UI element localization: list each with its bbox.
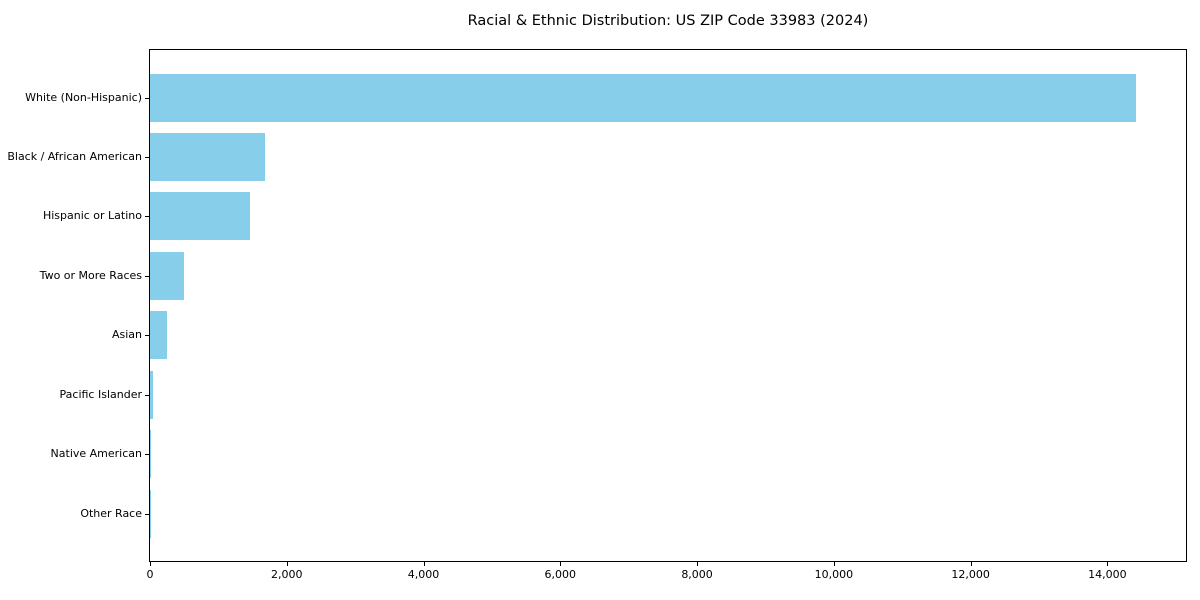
y-tick-mark [145,454,149,456]
y-tick-mark [145,513,149,515]
x-tick-mark [833,562,835,566]
x-axis-label-1: 2,000 [271,568,303,581]
y-tick-mark [145,216,149,218]
bar-5 [150,370,153,419]
y-axis-label-5: Pacific Islander [59,387,142,401]
bar-1 [150,132,265,181]
x-tick-mark [1107,562,1109,566]
y-axis-label-4: Asian [111,328,142,342]
y-axis-label-3: Two or More Races [39,268,142,282]
y-axis-label-7: Other Race [80,506,142,520]
bar-0 [150,73,1137,122]
bar-3 [150,251,185,300]
y-tick-mark [145,335,149,337]
chart-title: Racial & Ethnic Distribution: US ZIP Cod… [467,13,869,29]
y-axis-label-6: Native American [50,447,142,461]
x-tick-mark [423,562,425,566]
y-axis-label-1: Black / African American [7,149,142,163]
x-tick-mark [970,562,972,566]
bar-2 [150,192,251,241]
x-axis-label-2: 4,000 [407,568,440,581]
x-axis-label-4: 8,000 [681,568,713,581]
x-axis-label-3: 6,000 [544,568,577,581]
x-axis-label-6: 12,000 [951,568,990,581]
x-tick-mark [697,562,699,566]
y-axis-label-0: White (Non-Hispanic) [25,90,142,104]
y-tick-mark [145,156,149,158]
x-axis-label-7: 14,000 [1088,568,1127,581]
bar-6 [150,430,151,479]
y-tick-mark [145,97,149,99]
plot-area: White (Non-Hispanic) Black / African Amer… [7,49,1187,581]
x-axis-label-0: 0 [146,568,154,581]
bar-4 [150,311,168,360]
x-tick-mark [286,562,288,566]
y-tick-mark [145,275,149,277]
x-tick-mark [560,562,562,566]
y-axis-label-2: Hispanic or Latino [42,209,142,223]
y-tick-mark [145,394,149,396]
x-tick-mark [150,562,151,566]
x-axis-label-5: 10,000 [814,568,854,581]
